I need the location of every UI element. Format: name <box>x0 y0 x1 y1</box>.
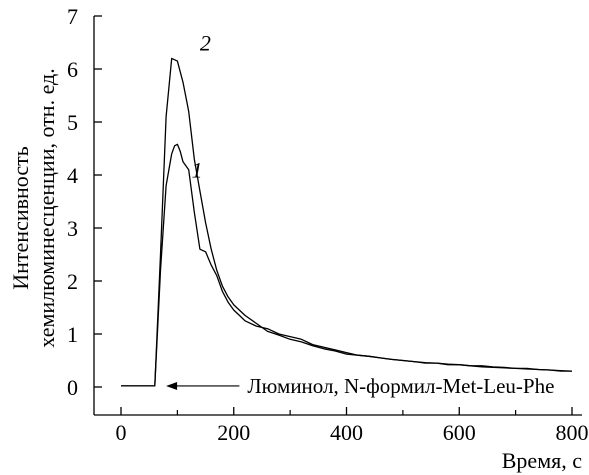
series-line-2 <box>121 57 573 387</box>
y-axis-title-line2: хемилюминесценции, отн. ед. <box>34 68 59 347</box>
y-tick-label: 7 <box>67 4 78 29</box>
x-tick-label: 400 <box>330 420 363 445</box>
y-tick-label: 4 <box>67 163 78 188</box>
x-tick-label: 600 <box>443 420 476 445</box>
axes: 0 1 2 3 4 5 6 7 0 200 400 600 800 <box>67 4 589 445</box>
x-tick-label: 0 <box>116 420 127 445</box>
series-line-1 <box>121 143 572 387</box>
y-axis-title-line1: Интенсивность <box>8 146 33 289</box>
y-tick-label: 3 <box>67 216 78 241</box>
series-layer <box>121 57 573 387</box>
y-tick-label: 1 <box>67 322 78 347</box>
y-tick-label: 2 <box>67 269 78 294</box>
x-tick-label: 200 <box>217 420 250 445</box>
y-tick-label: 6 <box>67 57 78 82</box>
x-tick-label: 800 <box>556 420 589 445</box>
x-axis-title: Время, с <box>502 448 582 473</box>
labels-layer: 1 2 Люминол, N-формил-Met-Leu-Phe <box>166 30 554 398</box>
y-tick-label: 0 <box>67 375 78 400</box>
y-tick-label: 5 <box>67 110 78 135</box>
annotation-arrow-head <box>166 381 178 390</box>
annotation-text: Люминол, N-формил-Met-Leu-Phe <box>247 374 554 398</box>
curve-label-1: 1 <box>191 158 202 183</box>
curve-label-2: 2 <box>200 30 211 55</box>
